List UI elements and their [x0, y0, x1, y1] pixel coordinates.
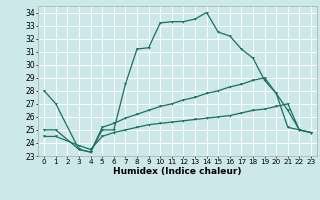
X-axis label: Humidex (Indice chaleur): Humidex (Indice chaleur): [113, 167, 242, 176]
